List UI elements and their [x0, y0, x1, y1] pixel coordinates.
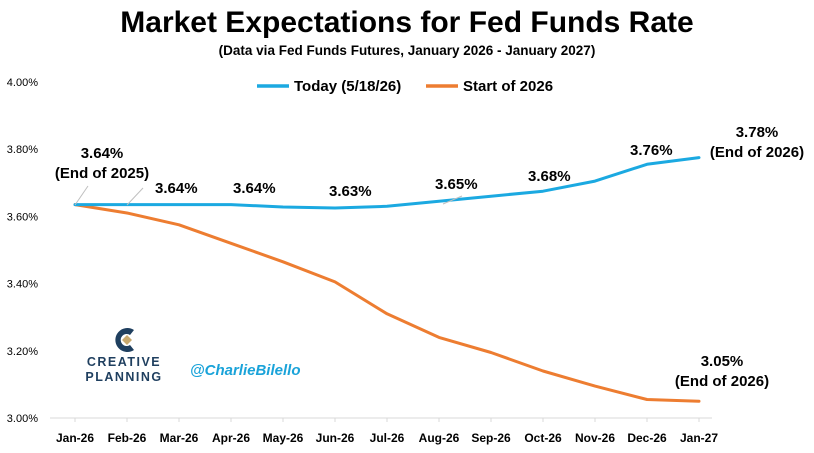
- y-tick-label: 3.80%: [7, 144, 38, 156]
- data-label-apr: 3.64%: [233, 180, 276, 197]
- y-tick-label: 3.40%: [7, 279, 38, 291]
- y-tick-label: 3.00%: [7, 413, 38, 425]
- x-tick-label: Jan-27: [680, 431, 718, 445]
- x-tick-label: Jul-26: [370, 431, 405, 445]
- x-tick-label: Oct-26: [524, 431, 562, 445]
- chart-subtitle: (Data via Fed Funds Futures, January 202…: [219, 43, 596, 58]
- legend-label-start: Start of 2026: [463, 78, 553, 95]
- y-tick-label: 3.20%: [7, 346, 38, 358]
- x-tick-label: Aug-26: [419, 431, 460, 445]
- handle-text: @CharlieBilello: [190, 362, 301, 379]
- data-label-jan27_start: 3.05%: [701, 353, 744, 370]
- x-tick-label: Sep-26: [471, 431, 511, 445]
- annotation-leader-line: [74, 185, 89, 206]
- x-tick-label: Apr-26: [212, 431, 250, 445]
- logo-line1: CREATIVE: [87, 355, 161, 369]
- legend-label-today: Today (5/18/26): [294, 78, 401, 95]
- chart-title: Market Expectations for Fed Funds Rate: [120, 6, 693, 39]
- data-label-jan27_today-note: (End of 2026): [710, 144, 804, 161]
- series-line-today: [73, 156, 701, 210]
- data-label-jun: 3.63%: [329, 183, 372, 200]
- data-label-jan-note: (End of 2025): [55, 165, 149, 182]
- logo-c-shape: [115, 328, 134, 352]
- y-axis: 3.00% 3.20% 3.40% 3.60% 3.80% 4.00%: [7, 77, 38, 425]
- annotation-leader-line: [442, 195, 463, 205]
- data-label-oct: 3.68%: [528, 168, 571, 185]
- legend: Today (5/18/26) Start of 2026: [257, 78, 553, 95]
- data-label-jan27_start-note: (End of 2026): [675, 373, 769, 390]
- x-tick-label: Dec-26: [627, 431, 667, 445]
- logo-diamond-shape: [122, 335, 132, 345]
- x-tick-label: May-26: [263, 431, 304, 445]
- data-labels: 3.64% (End of 2025) 3.64% 3.64% 3.63% 3.65% 3.…: [55, 124, 804, 390]
- series-line-start-of-2026: [73, 203, 701, 403]
- annotation-leader-line: [126, 187, 144, 206]
- x-tick-label: Jan-26: [56, 431, 94, 445]
- data-label-aug: 3.65%: [435, 176, 478, 193]
- data-label-feb: 3.64%: [155, 180, 198, 197]
- x-tick-label: Nov-26: [575, 431, 615, 445]
- logo-line2: PLANNING: [85, 370, 162, 384]
- data-label-jan27_today: 3.78%: [736, 124, 779, 141]
- data-label-jan: 3.64%: [81, 145, 124, 162]
- y-tick-label: 4.00%: [7, 77, 38, 89]
- creative-planning-c-icon: [115, 328, 134, 352]
- y-tick-label: 3.60%: [7, 211, 38, 223]
- x-tick-label: Jun-26: [316, 431, 355, 445]
- series-layer: [73, 156, 701, 403]
- x-axis: Jan-26 Feb-26 Mar-26 Apr-26 May-26 Jun-26 Jul-…: [56, 418, 718, 445]
- x-tick-label: Feb-26: [108, 431, 147, 445]
- data-label-dec: 3.76%: [630, 142, 673, 159]
- creative-planning-logo: CREATIVE PLANNING: [85, 328, 162, 384]
- x-tick-label: Mar-26: [160, 431, 199, 445]
